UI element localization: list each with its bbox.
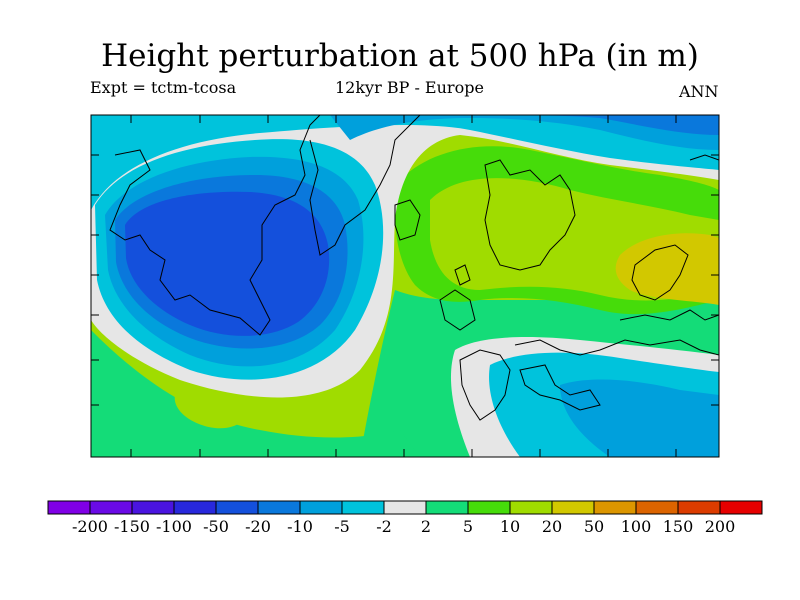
colorbar-label-8: 2 [421,517,431,536]
field-slight-negative-north [91,115,719,210]
field-positive-southwest-blob [174,390,244,429]
colorbar-swatch-2 [131,500,175,515]
colorbar-label-11: 20 [542,517,562,536]
colorbar-swatch-4 [215,500,259,515]
colorbar-label-14: 150 [663,517,694,536]
colorbar-swatch-11 [509,500,553,515]
map-title: Height perturbation at 500 hPa (in m) [101,38,699,74]
field-slight-positive-southwest [91,330,420,457]
colorbar-label-7: -2 [376,517,392,536]
colorbar-label-0: -200 [72,517,108,536]
colorbar-swatch-1 [89,500,133,515]
colorbar-swatch-0 [47,500,91,515]
field-strong-positive-east [615,233,719,305]
colorbar-label-3: -50 [203,517,229,536]
colorbar-swatch-5 [257,500,301,515]
colorbar-swatch-15 [677,500,721,515]
colorbar-swatch-12 [551,500,595,515]
map-tick-marks [91,115,719,457]
colorbar-label-10: 10 [500,517,520,536]
colorbar-swatch-8 [383,500,427,515]
colorbar-swatch-3 [173,500,217,515]
colorbar-swatch-16 [719,500,763,515]
colorbar-label-2: -100 [156,517,192,536]
colorbar-label-5: -10 [287,517,313,536]
colorbar-swatch-9 [425,500,469,515]
field-negative-north [400,115,719,135]
colorbar-swatch-14 [635,500,679,515]
colorbar-swatch-6 [299,500,343,515]
season-label: ANN [679,82,719,101]
experiment-label: Expt = tctm-tcosa [90,78,237,97]
colorbar-swatch-13 [593,500,637,515]
period-region-label: 12kyr BP - Europe [335,78,484,97]
colorbar-label-4: -20 [245,517,271,536]
colorbar-label-9: 5 [463,517,473,536]
field-weak-negative-southeast [560,379,719,457]
colorbar-label-6: -5 [334,517,350,536]
field-weak-negative-north [330,115,719,150]
colorbar-label-1: -150 [114,517,150,536]
colorbar-label-13: 100 [621,517,652,536]
contour-field [91,115,719,457]
colorbar-label-12: 50 [584,517,604,536]
map-frame [90,114,720,458]
colorbar-swatch-7 [341,500,385,515]
coastlines [109,115,719,421]
colorbar-label-15: 200 [705,517,736,536]
colorbar-swatch-10 [467,500,511,515]
